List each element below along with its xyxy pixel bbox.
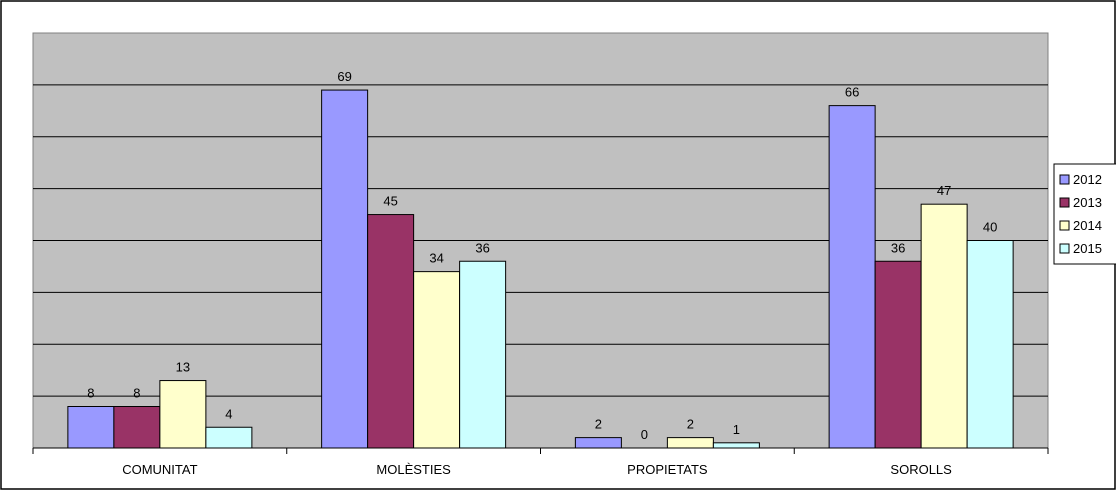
legend-label: 2015: [1073, 241, 1102, 256]
bars: [67, 89, 1014, 449]
legend-swatch-2013: [1059, 197, 1070, 208]
x-tick-label: MOLÈSTIES: [376, 462, 451, 477]
data-label: 40: [983, 220, 997, 235]
bar-2015-3: [966, 240, 1014, 449]
legend-swatch-2014: [1059, 220, 1070, 231]
x-tick-label: COMUNITAT: [122, 462, 197, 477]
legend-label: 2013: [1073, 195, 1102, 210]
data-label: 4: [225, 406, 232, 421]
bar-2014-3: [920, 203, 968, 449]
legend: 2012 2013 2014 2015: [1053, 163, 1116, 265]
bar-2012-3: [828, 105, 876, 449]
bar-2015-1: [459, 260, 507, 449]
legend-swatch-2012: [1059, 174, 1070, 185]
data-label: 8: [133, 386, 140, 401]
data-labels: 8 8 13 4 69 45 34 36 2 0 2 1 66 36 47 40: [87, 69, 997, 442]
data-label: 2: [687, 417, 694, 432]
bar-2014-2: [666, 437, 714, 449]
bar-2012-1: [321, 89, 369, 449]
x-axis: COMUNITAT MOLÈSTIES PROPIETATS SOROLLS: [32, 447, 1049, 477]
x-tick-label: SOROLLS: [890, 462, 952, 477]
x-tick-label: PROPIETATS: [627, 462, 708, 477]
legend-label: 2012: [1073, 172, 1102, 187]
legend-label: 2014: [1073, 218, 1102, 233]
data-label: 45: [383, 194, 397, 209]
bar-2014-1: [413, 271, 461, 449]
bar-2015-0: [205, 426, 253, 449]
bar-2014-0: [159, 380, 207, 449]
data-label: 34: [429, 251, 443, 266]
bar-2015-2: [712, 442, 760, 449]
data-label: 13: [176, 360, 190, 375]
data-label: 0: [641, 427, 648, 442]
data-label: 69: [337, 69, 351, 84]
data-label: 47: [937, 183, 951, 198]
gridlines: [33, 84, 1048, 397]
bar-2013-1: [367, 214, 415, 449]
data-label: 2: [595, 417, 602, 432]
data-label: 36: [475, 240, 489, 255]
legend-swatch-2015: [1059, 243, 1070, 254]
data-label: 8: [87, 386, 94, 401]
data-label: 36: [891, 240, 905, 255]
bar-2013-0: [113, 406, 161, 449]
data-label: 66: [845, 85, 859, 100]
data-label: 1: [733, 422, 740, 437]
bar-2013-3: [874, 260, 922, 449]
bar-2012-0: [67, 406, 115, 449]
bar-2012-2: [574, 437, 622, 449]
